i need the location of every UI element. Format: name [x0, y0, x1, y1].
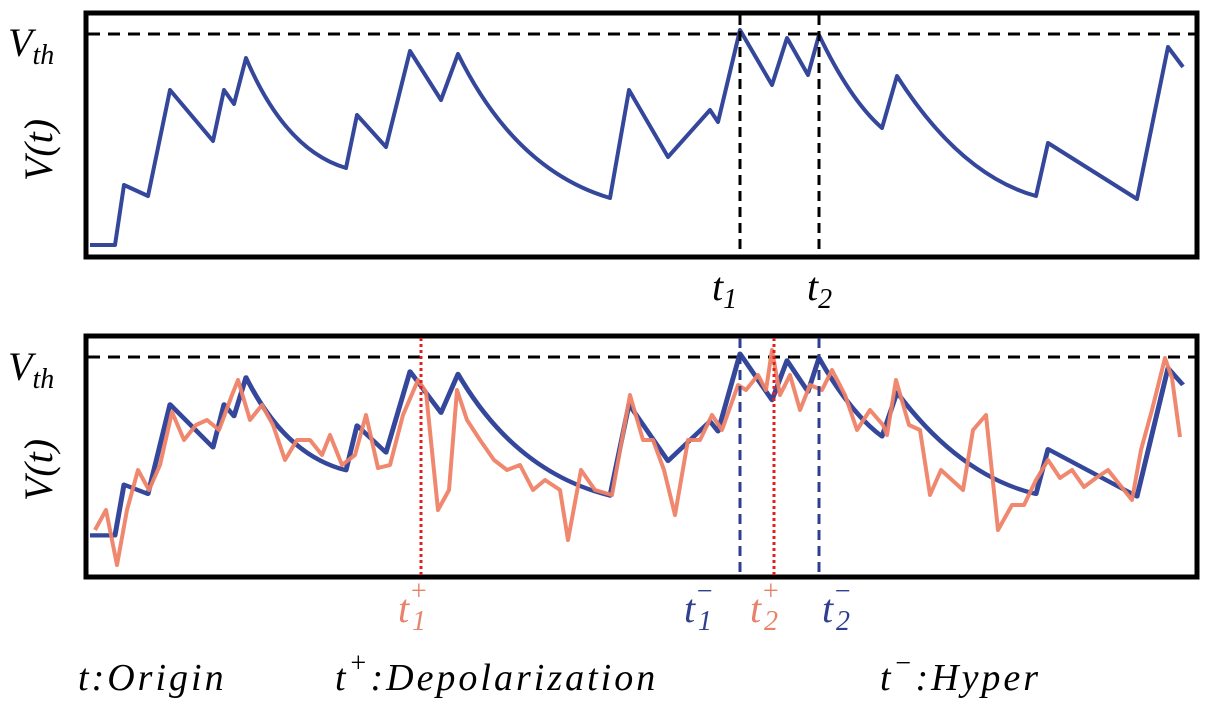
top-frame — [83, 10, 1200, 260]
potential-curve — [90, 354, 1183, 536]
y-label: V(t) — [16, 439, 61, 501]
marker-label: t+ 2 — [750, 576, 780, 637]
bottom-frame — [83, 333, 1200, 580]
potential-curve — [88, 28, 1185, 247]
marker-label: t− 1 — [684, 576, 714, 637]
marker-label: t2 — [807, 264, 832, 315]
perturbed-curve — [93, 348, 1182, 567]
legend-entry: t+:Depolarization — [335, 648, 658, 699]
legend-entry: t−:Hyper — [880, 648, 1041, 699]
marker-label: t+ 1 — [398, 576, 428, 637]
marker-label: t1 — [712, 264, 737, 315]
legend-entry: t:Origin — [78, 657, 227, 699]
threshold-label: Vth — [8, 344, 54, 395]
y-label: V(t) — [16, 119, 61, 181]
threshold-label: Vth — [8, 20, 54, 71]
marker-label: t− 2 — [822, 576, 852, 637]
